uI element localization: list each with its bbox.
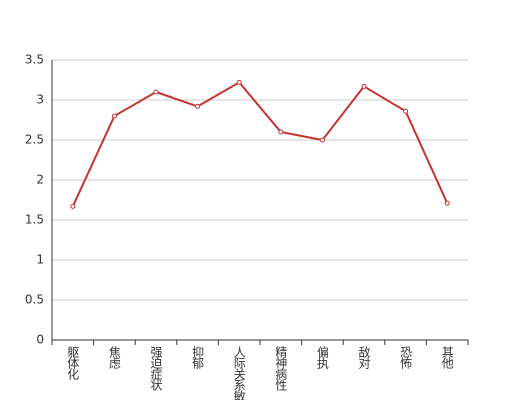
x-tick-label: 躯体化 bbox=[66, 345, 80, 381]
x-tick-label: 恐怖 bbox=[399, 346, 413, 369]
point bbox=[444, 200, 450, 206]
y-tick-label: 0 bbox=[36, 333, 44, 347]
x-tick-label: 人际关系敏感 bbox=[232, 346, 246, 400]
x-tick-label: 焦虑 bbox=[107, 346, 121, 369]
x-tick-label: 偏执 bbox=[315, 345, 329, 370]
point bbox=[153, 89, 159, 95]
x-tick-label: 其他 bbox=[440, 346, 454, 369]
point bbox=[278, 129, 284, 135]
y-tick-label: 2 bbox=[36, 173, 44, 187]
y-tick-label: 0.5 bbox=[25, 293, 44, 307]
point bbox=[361, 83, 367, 89]
x-tick-label: 强迫症状 bbox=[149, 346, 163, 391]
y-tick-label: 2.5 bbox=[25, 133, 44, 147]
point bbox=[195, 103, 201, 109]
point bbox=[319, 137, 325, 143]
x-tick-label: 敌对 bbox=[357, 345, 371, 369]
y-tick-label: 1 bbox=[36, 253, 44, 267]
y-tick-label: 3 bbox=[36, 93, 44, 107]
y-tick-label: 3.5 bbox=[25, 53, 44, 67]
x-tick-label: 抑郁 bbox=[191, 345, 205, 370]
point bbox=[111, 113, 117, 119]
y-tick-label: 1.5 bbox=[25, 213, 44, 227]
line bbox=[71, 81, 449, 207]
point bbox=[236, 79, 242, 85]
point bbox=[403, 108, 409, 114]
x-tick-label: 精神病性 bbox=[274, 346, 288, 392]
point bbox=[70, 203, 76, 209]
